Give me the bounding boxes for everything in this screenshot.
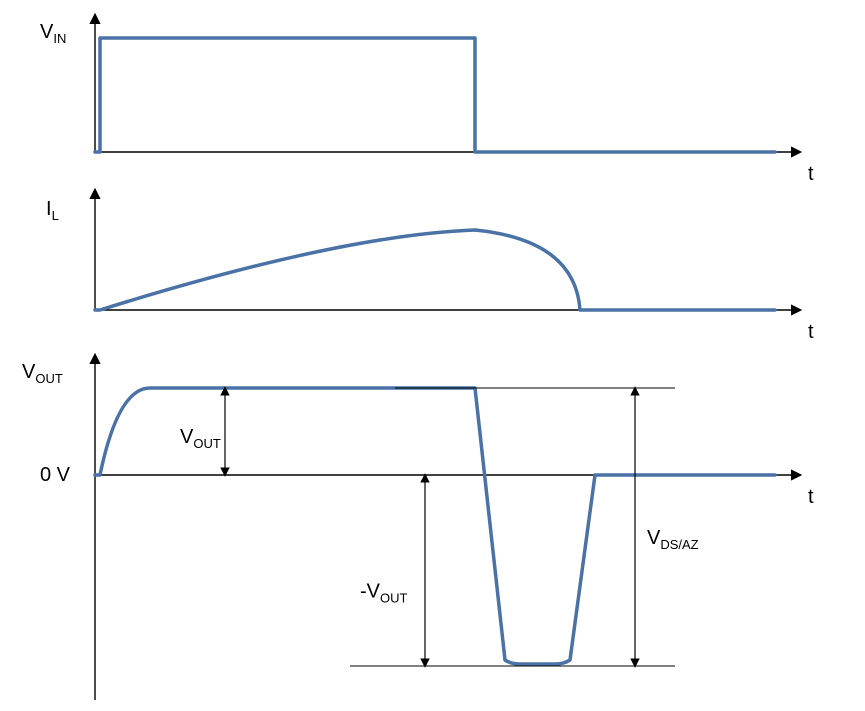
vout-axis-label: VOUT: [22, 361, 63, 386]
il-waveform: [95, 230, 775, 310]
vout-t-label: t: [808, 486, 814, 508]
vout-neg-label: -VOUT: [360, 581, 408, 606]
zero-v-label: 0 V: [40, 464, 71, 486]
vdsaz-label: VDS/AZ: [647, 527, 699, 552]
vout-pos-label: VOUT: [180, 426, 221, 451]
il-t-label: t: [808, 321, 814, 343]
il-axis-label: IL: [46, 198, 59, 223]
vin-t-label: t: [808, 163, 814, 185]
vout-waveform: [95, 388, 775, 664]
vin-axis-label: VIN: [40, 21, 66, 46]
vin-waveform: [95, 38, 775, 152]
